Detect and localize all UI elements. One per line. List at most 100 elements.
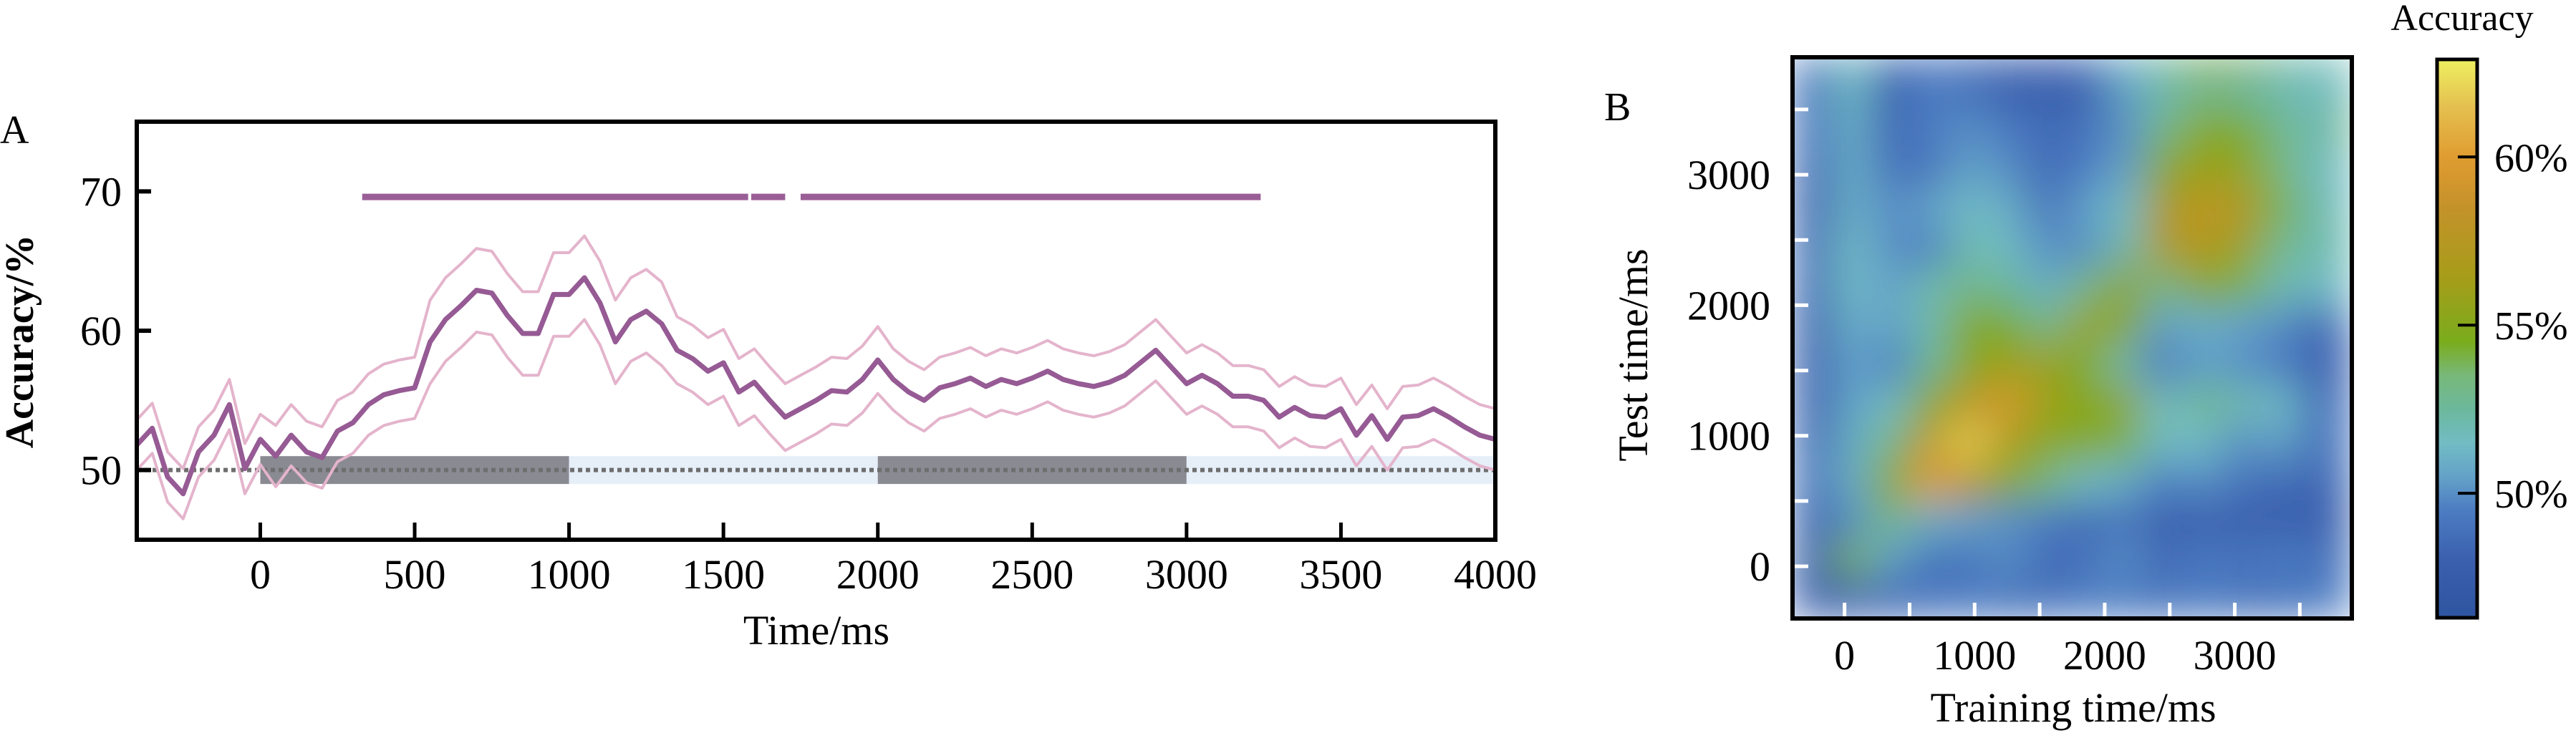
heatmap-cell bbox=[1870, 305, 1910, 345]
heatmap-cell bbox=[2143, 70, 2184, 110]
panel-a: A Accuracy/% Time/ms 0 500 1000 1500 2000 250… bbox=[0, 108, 1537, 654]
heatmap-cell bbox=[2143, 500, 2184, 541]
heatmap-cell bbox=[1909, 148, 1949, 188]
heatmap-cell bbox=[2143, 266, 2184, 306]
heatmap-cell bbox=[2222, 70, 2262, 110]
heatmap-cell bbox=[1793, 540, 1832, 580]
heatmap-cell bbox=[2260, 266, 2300, 306]
y-tick-label: 1000 bbox=[1687, 413, 1770, 460]
heatmap-cell bbox=[2338, 70, 2352, 110]
heatmap-cell bbox=[1948, 188, 1988, 228]
heatmap-cell bbox=[2104, 305, 2144, 345]
heatmap-cell bbox=[1831, 70, 1871, 110]
heatmap-cell bbox=[2026, 266, 2066, 306]
x-tick-label: 0 bbox=[1834, 632, 1855, 679]
heatmap-cell bbox=[2182, 540, 2222, 580]
heatmap-cell bbox=[2026, 227, 2066, 267]
heatmap-cell bbox=[2338, 344, 2352, 384]
heatmap-cell bbox=[1870, 57, 1910, 71]
mean-accuracy-line bbox=[137, 275, 1495, 497]
x-tick-label: 3000 bbox=[1145, 551, 1228, 598]
heatmap-cell bbox=[2300, 579, 2340, 618]
x-tick-label: 500 bbox=[384, 551, 446, 598]
heatmap-cell bbox=[2026, 422, 2066, 462]
heatmap-cell bbox=[1793, 383, 1832, 424]
heatmap-cell bbox=[2222, 579, 2262, 618]
heatmap-cell bbox=[2182, 500, 2222, 541]
heatmap-cell bbox=[1987, 188, 2027, 228]
heatmap-cell bbox=[1987, 266, 2027, 306]
heatmap-cell bbox=[2065, 500, 2105, 541]
heatmap-cell bbox=[1831, 462, 1871, 502]
heatmap-cell bbox=[1948, 227, 1988, 267]
heatmap-cell bbox=[2338, 383, 2352, 424]
heatmap-cell bbox=[1948, 109, 1988, 150]
heatmap-cell bbox=[1831, 227, 1871, 267]
heatmap-cell bbox=[2143, 383, 2184, 424]
x-tick-label: 1000 bbox=[528, 551, 611, 598]
heatmap-cell bbox=[2143, 188, 2184, 228]
heatmap-cell bbox=[1793, 305, 1832, 345]
heatmap-cell bbox=[1909, 579, 1949, 618]
heatmap-cell bbox=[1909, 70, 1949, 110]
heatmap-cell bbox=[2300, 500, 2340, 541]
heatmap-cell bbox=[1793, 57, 1832, 71]
heatmap-cell bbox=[1870, 109, 1910, 150]
heatmap-cell bbox=[2222, 462, 2262, 502]
heatmap-cell bbox=[1793, 579, 1832, 618]
heatmap-cell bbox=[1831, 579, 1871, 618]
heatmap-cell bbox=[1909, 266, 1949, 306]
heatmap-cell bbox=[2338, 109, 2352, 150]
heatmap-cell bbox=[2026, 540, 2066, 580]
heatmap-cell bbox=[2222, 383, 2262, 424]
heatmap-cell bbox=[1948, 422, 1988, 462]
heatmap-cell bbox=[1831, 188, 1871, 228]
x-tick-label: 2000 bbox=[2063, 632, 2146, 679]
heatmap-cell bbox=[2338, 579, 2352, 618]
panel-b-y-axis-label: Test time/ms bbox=[1610, 248, 1656, 461]
heatmap-cell bbox=[1870, 500, 1910, 541]
heatmap-cell bbox=[2143, 344, 2184, 384]
heatmap-cell bbox=[2104, 579, 2144, 618]
heatmap-cell bbox=[2338, 57, 2352, 71]
heatmap-cell bbox=[2104, 109, 2144, 150]
heatmap-cell bbox=[1948, 305, 1988, 345]
heatmap-cell bbox=[2338, 500, 2352, 541]
heatmap-cell bbox=[2182, 57, 2222, 71]
heatmap-cell bbox=[2260, 148, 2300, 188]
heatmap-cell bbox=[1909, 383, 1949, 424]
heatmap-cell bbox=[2182, 70, 2222, 110]
heatmap-cell bbox=[2026, 579, 2066, 618]
heatmap-cell bbox=[1793, 227, 1832, 267]
heatmap-cell bbox=[2300, 422, 2340, 462]
heatmap-cell bbox=[2182, 422, 2222, 462]
colorbar bbox=[2435, 57, 2479, 620]
x-tick-label: 1500 bbox=[682, 551, 765, 598]
y-tick-label: 50 bbox=[80, 447, 122, 494]
heatmap-cell bbox=[2026, 57, 2066, 71]
heatmap-cell bbox=[2026, 344, 2066, 384]
heatmap-cell bbox=[2026, 462, 2066, 502]
heatmap-cell bbox=[2260, 462, 2300, 502]
heatmap-cell bbox=[1909, 462, 1949, 502]
heatmap-cell bbox=[2260, 57, 2300, 71]
heatmap-cell bbox=[1831, 57, 1871, 71]
heatmap-cell bbox=[2104, 266, 2144, 306]
heatmap-cell bbox=[1831, 266, 1871, 306]
heatmap-cell bbox=[1987, 305, 2027, 345]
heatmap-cell bbox=[1831, 305, 1871, 345]
heatmap-cell bbox=[1909, 540, 1949, 580]
heatmap-cell bbox=[2143, 540, 2184, 580]
panel-b: B Test time/ms Training time/ms 0 1000 200… bbox=[1604, 0, 2568, 731]
heatmap-cell bbox=[1909, 109, 1949, 150]
heatmap-cell bbox=[1870, 540, 1910, 580]
heatmap-cell bbox=[2222, 109, 2262, 150]
heatmap-cell bbox=[2143, 422, 2184, 462]
heatmap-cell bbox=[2260, 383, 2300, 424]
heatmap-cell bbox=[2338, 188, 2352, 228]
heatmap-cell bbox=[1831, 148, 1871, 188]
heatmap-cell bbox=[2026, 500, 2066, 541]
heatmap-cell bbox=[2260, 188, 2300, 228]
heatmap-cell bbox=[1870, 422, 1910, 462]
